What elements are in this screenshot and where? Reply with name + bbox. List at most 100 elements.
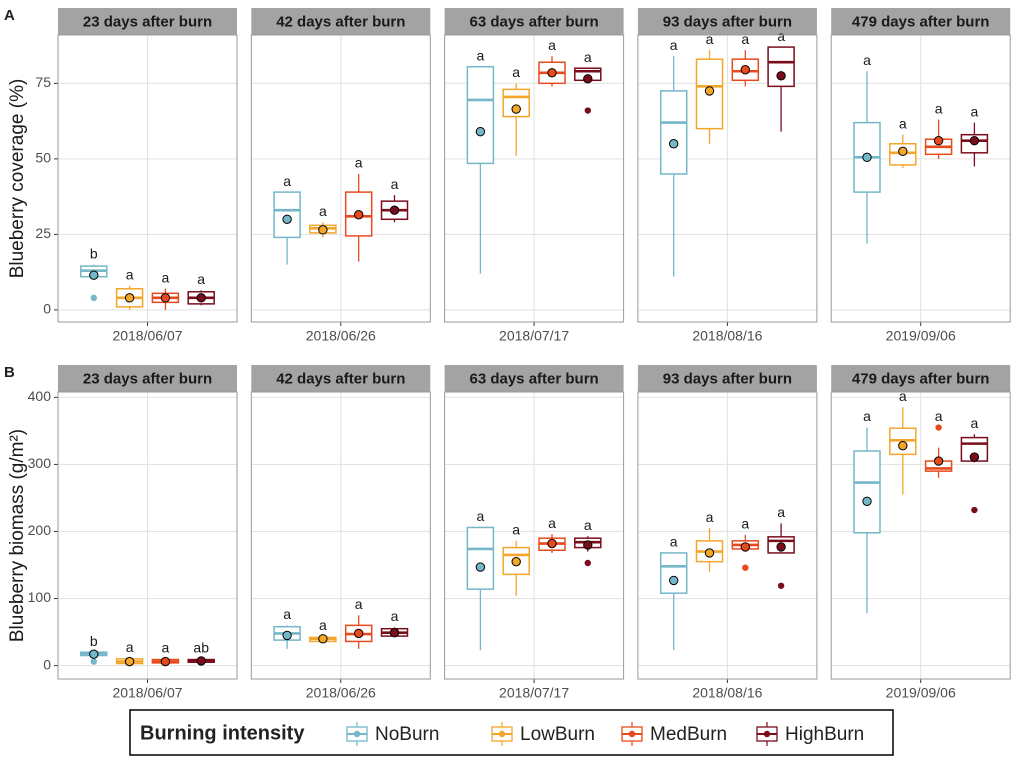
- significance-letter: a: [548, 515, 556, 531]
- significance-letter: a: [741, 516, 749, 532]
- significance-letter: a: [584, 49, 592, 65]
- legend-label: MedBurn: [650, 724, 727, 745]
- significance-letter: a: [126, 266, 134, 282]
- outlier: [971, 506, 978, 514]
- strip: [251, 8, 431, 35]
- significance-letter: a: [319, 617, 327, 633]
- x-tick-label: 2018/08/16: [692, 328, 762, 344]
- legend-label: NoBurn: [375, 724, 439, 745]
- mean: [160, 656, 171, 667]
- significance-letter: a: [162, 640, 170, 656]
- mean: [124, 293, 135, 303]
- significance-letter: a: [355, 155, 363, 171]
- significance-letter: a: [777, 28, 785, 44]
- mean: [124, 656, 135, 667]
- significance-letter: ab: [193, 640, 209, 656]
- significance-letter: a: [971, 103, 979, 119]
- outlier: [935, 424, 942, 431]
- x-tick-label: 2019/09/06: [886, 328, 956, 344]
- significance-letter: a: [971, 415, 979, 431]
- significance-letter: a: [670, 534, 678, 550]
- strip-title: 42 days after burn: [276, 370, 405, 387]
- outlier: [742, 564, 749, 571]
- significance-letter: a: [863, 408, 871, 424]
- mean: [704, 86, 715, 96]
- outlier: [777, 582, 785, 589]
- y-tick-label: 0: [43, 656, 51, 672]
- panel-border: [444, 391, 625, 680]
- mean: [898, 146, 908, 157]
- strip: [444, 8, 624, 35]
- significance-letter: a: [935, 408, 943, 424]
- mean: [776, 542, 786, 552]
- mean: [354, 628, 364, 639]
- legend-key-point: [628, 730, 636, 738]
- significance-letter: a: [548, 37, 556, 53]
- mean: [776, 71, 786, 81]
- mean: [933, 456, 944, 466]
- strip: [831, 365, 1011, 392]
- x-tick-label: 2018/08/16: [692, 685, 762, 701]
- mean: [318, 225, 328, 235]
- legend-label: LowBurn: [520, 724, 595, 745]
- y-tick-label: 0: [43, 301, 51, 317]
- strip: [444, 365, 624, 392]
- y-tick-label: 100: [28, 589, 52, 605]
- significance-letter: a: [162, 269, 170, 285]
- strip-title: 479 days after burn: [852, 13, 990, 30]
- x-tick-label: 2018/06/07: [112, 685, 182, 701]
- significance-letter: a: [512, 522, 520, 538]
- x-tick-label: 2018/07/17: [499, 685, 569, 701]
- mean: [89, 649, 99, 659]
- significance-letter: a: [706, 509, 714, 525]
- y-tick-label: 75: [35, 74, 51, 90]
- significance-letter: a: [670, 37, 678, 53]
- significance-letter: a: [863, 52, 871, 68]
- mean: [583, 74, 593, 84]
- significance-letter: a: [391, 176, 399, 192]
- x-tick-label: 2018/06/26: [306, 328, 376, 344]
- significance-letter: a: [197, 271, 205, 287]
- legend-label: HighBurn: [785, 724, 864, 745]
- mean: [475, 562, 486, 572]
- mean: [740, 65, 750, 75]
- mean: [969, 136, 980, 146]
- significance-letter: a: [899, 388, 907, 404]
- panel-label: A: [4, 7, 15, 24]
- panel-border: [637, 34, 818, 323]
- mean: [969, 452, 980, 462]
- strip-title: 93 days after burn: [663, 13, 792, 30]
- legend-key-point: [353, 730, 361, 738]
- panel-border: [830, 34, 1011, 323]
- y-tick-label: 300: [28, 455, 52, 471]
- panel-label: B: [4, 364, 15, 381]
- y-tick-label: 200: [28, 522, 52, 538]
- significance-letter: a: [777, 504, 785, 520]
- legend-key-point: [763, 730, 771, 738]
- x-tick-label: 2018/07/17: [499, 328, 569, 344]
- significance-letter: a: [584, 517, 592, 533]
- mean: [389, 205, 400, 215]
- panel-border: [250, 34, 431, 323]
- strip-title: 23 days after burn: [83, 13, 212, 30]
- mean: [475, 126, 486, 137]
- y-tick-label: 50: [35, 150, 51, 166]
- mean: [354, 210, 364, 220]
- panel-border: [444, 34, 625, 323]
- mean: [547, 68, 557, 78]
- box: [659, 90, 688, 175]
- panel-border: [57, 34, 238, 323]
- panel-border: [830, 391, 1011, 680]
- strip: [58, 365, 237, 392]
- mean: [862, 496, 872, 507]
- legend-key-point: [498, 730, 506, 738]
- mean: [669, 575, 679, 586]
- mean: [669, 139, 679, 149]
- mean: [282, 214, 292, 224]
- mean: [196, 293, 206, 303]
- significance-letter: a: [126, 639, 134, 655]
- significance-letter: a: [283, 173, 291, 189]
- panel-border: [637, 391, 818, 680]
- panel-border: [57, 391, 238, 680]
- mean: [511, 556, 521, 567]
